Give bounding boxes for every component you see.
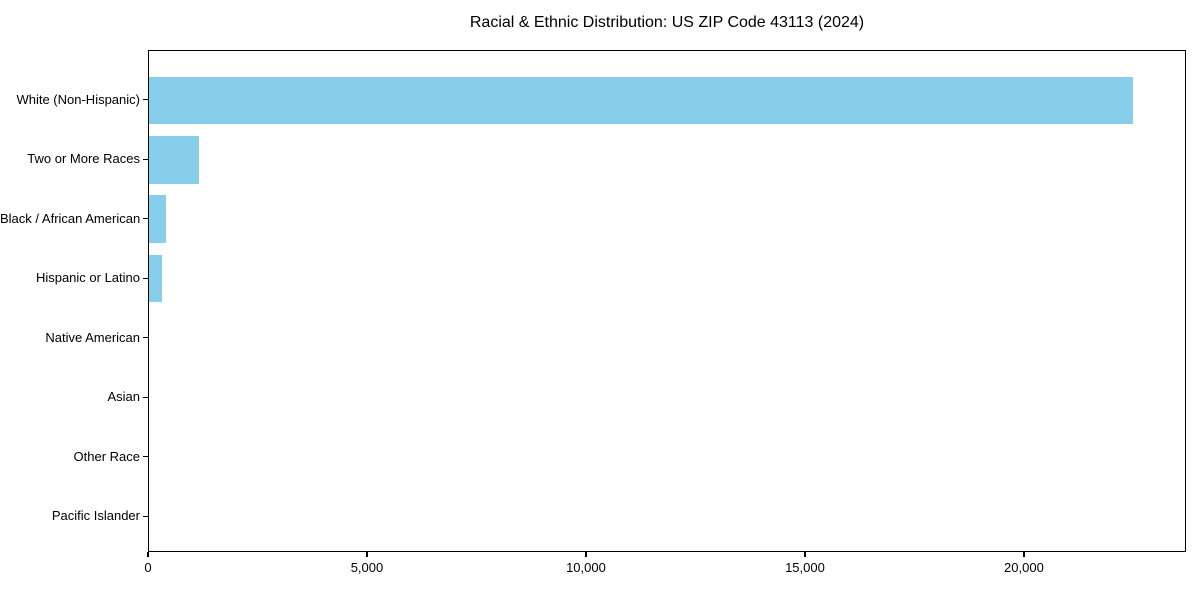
x-tick-mark: [804, 552, 806, 557]
bar-row-native-american: [149, 308, 1185, 367]
x-tick-mark: [366, 552, 368, 557]
x-tick-label-20000: 20,000: [1004, 560, 1044, 575]
x-tick-label-0: 0: [144, 560, 152, 575]
bars-container: [149, 71, 1185, 545]
bar-row-asian: [149, 367, 1185, 426]
bar-two-or-more-races: [149, 136, 200, 184]
plot-area: [148, 50, 1186, 552]
y-tick-mark: [143, 158, 148, 160]
bar-hispanic-or-latino: [149, 254, 163, 303]
y-tick-label-pacific-islander: Pacific Islander: [51, 508, 140, 524]
x-tick-mark: [1023, 552, 1025, 557]
y-tick-label-hispanic-or-latino: Hispanic or Latino: [35, 270, 140, 286]
y-tick-label-black-african-american: Black / African American: [0, 210, 141, 226]
x-tick-mark: [585, 552, 587, 557]
y-tick-label-asian: Asian: [107, 389, 140, 405]
y-tick-mark: [143, 456, 148, 458]
x-tick-mark: [147, 552, 149, 557]
y-tick-mark: [143, 396, 148, 398]
bar-row-hispanic-or-latino: [149, 249, 1185, 308]
y-tick-mark: [143, 515, 148, 517]
y-tick-label-other-race: Other Race: [73, 448, 140, 464]
bar-row-white-non-hispanic: [149, 71, 1185, 130]
y-tick-label-white-non-hispanic: White (Non-Hispanic): [16, 91, 140, 107]
bar-row-pacific-islander: [149, 486, 1185, 545]
y-tick-mark: [143, 99, 148, 101]
bar-row-two-or-more-races: [149, 130, 1185, 189]
y-tick-mark: [143, 277, 148, 279]
x-tick-label-15000: 15,000: [785, 560, 825, 575]
y-tick-mark: [143, 218, 148, 220]
bar-black-african-american: [149, 195, 167, 243]
bar-row-other-race: [149, 427, 1185, 486]
chart-title: Racial & Ethnic Distribution: US ZIP Cod…: [469, 14, 865, 31]
y-tick-label-native-american: Native American: [45, 329, 140, 345]
x-tick-label-5000: 5,000: [350, 560, 384, 575]
bar-row-black-african-american: [149, 190, 1185, 249]
bar-white-non-hispanic: [149, 76, 1133, 125]
y-tick-mark: [143, 337, 148, 339]
y-tick-label-two-or-more-races: Two or More Races: [27, 151, 140, 167]
x-tick-label-10000: 10,000: [566, 560, 606, 575]
